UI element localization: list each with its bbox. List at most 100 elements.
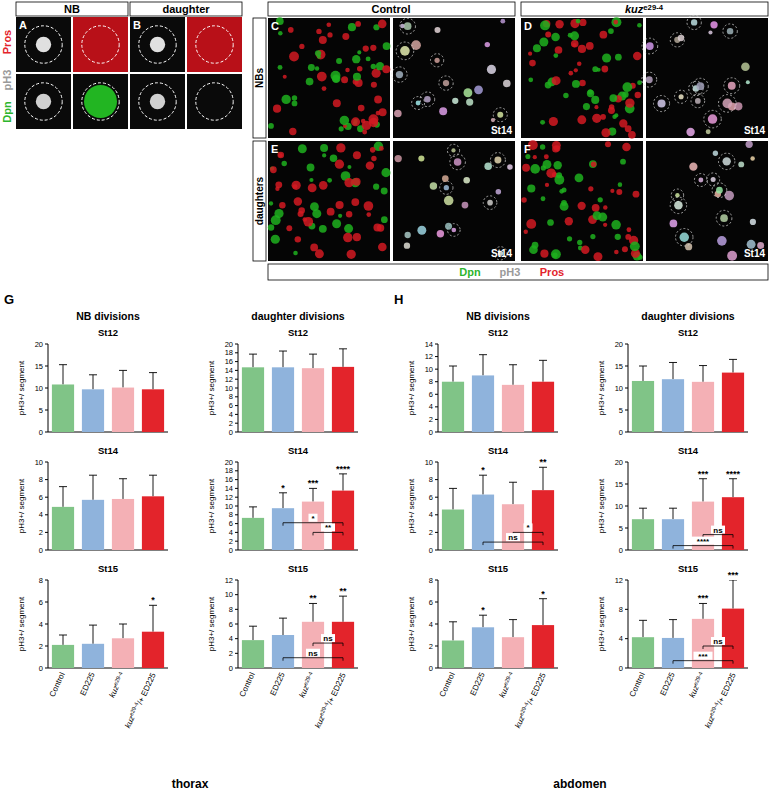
- cell: [750, 156, 754, 160]
- cell: [381, 168, 390, 177]
- cell: [587, 90, 594, 97]
- bar: [442, 510, 464, 550]
- cell: [319, 181, 328, 190]
- cell: [278, 152, 285, 159]
- error-bar: [453, 366, 454, 382]
- text-part: abdomen: [553, 777, 606, 791]
- error-bar: [63, 365, 64, 385]
- cell: [424, 96, 431, 103]
- cell: [268, 123, 274, 129]
- y-tick-label: 18: [225, 348, 233, 357]
- tile-bg: [521, 18, 643, 138]
- y-tick: [235, 523, 238, 524]
- cell: [286, 225, 292, 231]
- panel-letter: C: [271, 20, 279, 32]
- text-part: 8: [619, 605, 623, 614]
- axis-title: pH3+/ segment: [207, 596, 216, 651]
- channel-label: Dpn: [1, 101, 13, 123]
- cell: [570, 19, 579, 28]
- cell-outline: [139, 26, 176, 63]
- text-part: 2: [229, 419, 233, 428]
- cell: [371, 156, 376, 161]
- text-part: 2: [429, 415, 433, 424]
- bar: [112, 388, 134, 432]
- header-box: [130, 2, 242, 16]
- y-tick-label: 0: [619, 664, 623, 673]
- tile-bg: [130, 17, 185, 72]
- y-tick-label: 4: [229, 410, 233, 419]
- cell: [622, 143, 630, 151]
- y-tick: [235, 462, 238, 463]
- cell: [549, 117, 558, 126]
- error-bar: [673, 362, 674, 379]
- text-part: 14: [225, 484, 233, 493]
- bar: [302, 502, 324, 550]
- tile-bg: [16, 17, 71, 72]
- error-cap: [89, 374, 97, 375]
- cell: [338, 214, 342, 218]
- cell: [319, 225, 327, 233]
- text-part: 14: [225, 366, 233, 375]
- cell: [371, 82, 377, 88]
- cell: [444, 196, 454, 206]
- x-tick-label: ED225: [468, 671, 487, 697]
- cell: [452, 98, 458, 104]
- cell: [358, 105, 365, 112]
- cell: [315, 249, 324, 258]
- y-tick-label: 6: [39, 598, 43, 607]
- cell: [598, 197, 603, 202]
- y-tick: [435, 532, 438, 533]
- y-tick: [45, 624, 48, 625]
- cell: [592, 66, 598, 72]
- text-part: ED225: [468, 671, 487, 697]
- error-bar: [733, 580, 734, 609]
- cell-outline: [483, 196, 497, 210]
- text-part: 16: [225, 357, 233, 366]
- cell-outline: [676, 229, 693, 246]
- figure: ProspH3DpnNBAdaughterBControlkuze29-4NBs…: [0, 0, 771, 795]
- cell: [722, 157, 730, 165]
- cell: [593, 211, 602, 220]
- text-part: pH3+/ segment: [597, 596, 606, 651]
- cell: [576, 19, 581, 24]
- cell: [620, 159, 626, 165]
- y-tick: [235, 396, 238, 397]
- axis-title: pH3+/ segment: [17, 478, 26, 533]
- cell-outline: [691, 94, 705, 108]
- y-tick: [235, 506, 238, 507]
- error-bar: [703, 479, 704, 502]
- cell: [268, 224, 274, 230]
- y-tick: [235, 532, 238, 533]
- text-part: Pros: [540, 266, 564, 278]
- cell: [274, 209, 283, 218]
- cell: [708, 30, 712, 34]
- text-part: 0: [619, 664, 623, 673]
- panel-letter: D: [524, 20, 532, 32]
- error-bar: [733, 479, 734, 497]
- text-part: ns: [713, 526, 723, 535]
- y-tick: [625, 462, 628, 463]
- text-part: 6: [229, 620, 233, 629]
- cell: [351, 117, 360, 126]
- micro-tile: [642, 15, 768, 138]
- chart: St15pH3+/ segment02468ControlED225*kuze2…: [407, 563, 558, 730]
- bar: [242, 367, 264, 432]
- cell: [591, 162, 597, 168]
- text-part: E: [271, 143, 278, 155]
- bracket-label: ns: [713, 637, 723, 646]
- error-cap: [279, 351, 287, 352]
- cell: [555, 46, 563, 54]
- y-tick: [235, 379, 238, 380]
- error-cap: [119, 624, 127, 625]
- bracket-label: ****: [697, 537, 710, 546]
- text-part: 20: [225, 340, 233, 349]
- header-box: [253, 18, 266, 138]
- cell: [545, 183, 549, 187]
- cell: [592, 114, 601, 123]
- cell: [741, 62, 750, 71]
- text-part: pH3+/ segment: [17, 596, 26, 651]
- error-cap: [639, 508, 647, 509]
- error-cap: [309, 354, 317, 355]
- tile-bg: [16, 74, 71, 129]
- bracket: [673, 546, 733, 549]
